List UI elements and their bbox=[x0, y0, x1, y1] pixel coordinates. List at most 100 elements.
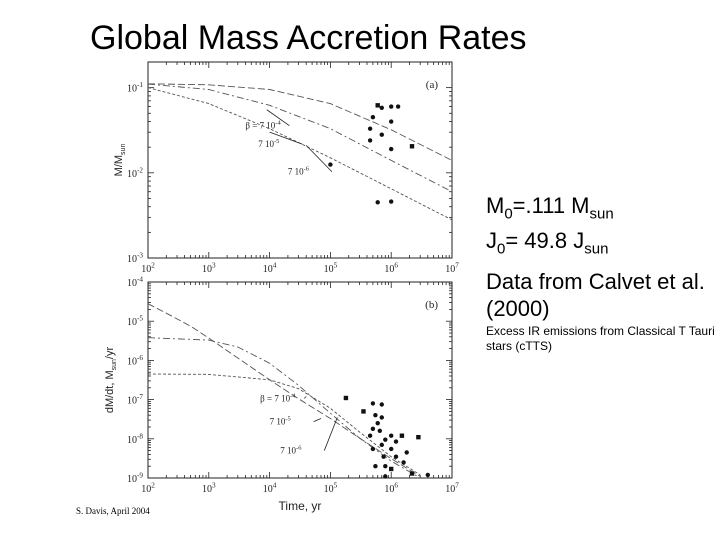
mass-unit-subscript: sun bbox=[589, 205, 614, 223]
initial-parameters: M0=.111 Msun J0= 49.8 Jsun bbox=[486, 192, 614, 263]
data-point bbox=[383, 463, 388, 469]
angular-momentum-value: = 49.8 J bbox=[505, 228, 585, 254]
data-point bbox=[393, 454, 399, 459]
y-tick-label: 10-4 bbox=[127, 276, 143, 290]
x-tick-label: 107 bbox=[445, 262, 459, 276]
initial-angular-momentum: J0= 49.8 Jsun bbox=[486, 227, 614, 262]
x-tick-label: 105 bbox=[324, 262, 338, 276]
data-point bbox=[379, 442, 384, 448]
x-tick-label: 105 bbox=[324, 482, 338, 496]
initial-mass: M0=.111 Msun bbox=[486, 192, 614, 227]
x-tick-label: 102 bbox=[141, 262, 155, 276]
x-tick-label: 107 bbox=[445, 482, 459, 496]
data-point bbox=[389, 199, 394, 204]
data-point bbox=[370, 114, 376, 120]
data-point bbox=[370, 446, 376, 452]
annotation-leader bbox=[266, 109, 290, 126]
data-point bbox=[389, 146, 394, 152]
x-tick-label: 103 bbox=[202, 482, 216, 496]
data-point bbox=[328, 162, 333, 167]
model-curve bbox=[147, 87, 453, 221]
data-point bbox=[395, 104, 401, 109]
data-point bbox=[370, 401, 376, 406]
data-point bbox=[389, 446, 394, 452]
curve-annotation: 7 10-5 bbox=[258, 138, 279, 149]
y-tick-label: 10-3 bbox=[127, 252, 143, 266]
data-point bbox=[379, 132, 384, 137]
data-point bbox=[393, 439, 399, 444]
data-point bbox=[367, 433, 373, 438]
x-tick-label: 104 bbox=[263, 262, 277, 276]
y-tick-label: 10-6 bbox=[127, 354, 143, 368]
x-tick-label: 103 bbox=[202, 262, 216, 276]
data-point-square bbox=[409, 144, 415, 149]
annotation-leader bbox=[303, 396, 307, 399]
data-point bbox=[367, 126, 373, 131]
data-point bbox=[370, 426, 376, 431]
x-tick-label: 106 bbox=[384, 262, 398, 276]
chart-panel-a: 102 103 104 105 106 107 10-1 10-2 10-3 (a) M/Msun β… bbox=[113, 61, 459, 276]
annotation-leader bbox=[313, 418, 322, 422]
annotation-leader bbox=[323, 417, 338, 451]
x-tick-label: 104 bbox=[263, 482, 277, 496]
data-point bbox=[373, 463, 378, 469]
data-point bbox=[425, 472, 431, 478]
data-source: Data from Calvet et al.(2000) bbox=[486, 269, 705, 321]
data-point bbox=[389, 104, 394, 109]
author-credit: S. Davis, April 2004 bbox=[76, 506, 150, 516]
curve-annotation: β = 7 10-4 bbox=[245, 120, 281, 131]
curve-annotation: 7 10-6 bbox=[280, 445, 302, 456]
annotation-leader bbox=[305, 145, 333, 172]
model-curve bbox=[147, 337, 421, 479]
data-point bbox=[373, 412, 378, 418]
data-point bbox=[389, 119, 394, 124]
angular-momentum-unit-subscript: sun bbox=[584, 240, 609, 258]
y-axis-label: dM/dt, Msun/yr bbox=[104, 347, 118, 414]
y-tick-label: 10-8 bbox=[127, 432, 143, 446]
data-point bbox=[401, 460, 406, 465]
mass-symbol: M bbox=[486, 193, 505, 218]
y-tick-label: 10-9 bbox=[127, 472, 143, 486]
data-point bbox=[381, 454, 386, 459]
slide-title: Global Mass Accretion Rates bbox=[90, 19, 527, 57]
y-tick-label: 10-2 bbox=[127, 166, 143, 180]
data-point-square bbox=[416, 434, 421, 440]
y-tick-label: 10-7 bbox=[127, 393, 143, 407]
data-point bbox=[379, 105, 384, 110]
data-point-square bbox=[375, 103, 380, 108]
x-tick-label: 106 bbox=[384, 482, 398, 496]
mass-subscript: 0 bbox=[504, 205, 513, 223]
data-point bbox=[375, 200, 380, 205]
data-point-square bbox=[343, 395, 349, 401]
data-note: Excess IR emissions from Classical T Tau… bbox=[486, 324, 715, 353]
data-point bbox=[383, 474, 388, 479]
data-point bbox=[367, 138, 373, 143]
data-point bbox=[379, 415, 384, 420]
data-point bbox=[375, 421, 380, 426]
data-point-square bbox=[399, 433, 405, 438]
data-point-square bbox=[389, 466, 394, 472]
panel-label: (b) bbox=[425, 299, 438, 311]
y-tick-label: 10-1 bbox=[127, 81, 143, 95]
model-curve bbox=[147, 83, 453, 193]
curve-annotation: β = 7 10-4 bbox=[260, 392, 296, 403]
y-axis-label: M/Msun bbox=[113, 144, 127, 177]
model-curve bbox=[147, 373, 421, 476]
data-point-square bbox=[361, 409, 366, 414]
data-point bbox=[377, 428, 383, 433]
angular-momentum-symbol: J bbox=[486, 228, 497, 254]
plot-frame bbox=[147, 61, 453, 259]
model-curve bbox=[147, 83, 453, 161]
y-tick-label: 10-5 bbox=[127, 315, 143, 329]
annotation-leader bbox=[269, 131, 303, 145]
data-point-square bbox=[409, 471, 415, 476]
curve-annotation: 7 10-5 bbox=[270, 416, 291, 427]
panel-label: (a) bbox=[426, 79, 439, 91]
x-axis-label: Time, yr bbox=[279, 499, 322, 513]
angular-momentum-subscript: 0 bbox=[497, 240, 506, 258]
data-point bbox=[404, 450, 409, 455]
data-point bbox=[383, 437, 388, 442]
mass-value: =.111 M bbox=[512, 193, 590, 218]
data-point bbox=[379, 402, 384, 407]
